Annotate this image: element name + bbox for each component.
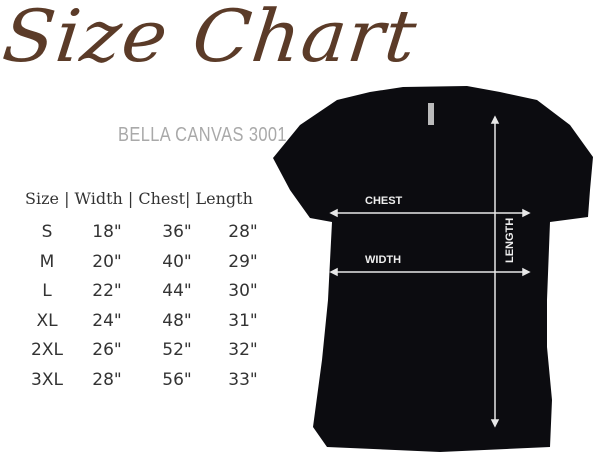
table-header: Size | Width | Chest| Length	[25, 189, 253, 208]
width-cell: 18"	[92, 222, 122, 242]
length-cell: 29"	[228, 251, 258, 272]
width-label: WIDTH	[365, 254, 401, 266]
size-cell: M	[39, 251, 55, 272]
width-cell: 20"	[92, 251, 122, 272]
table-row: XL 24" 48" 31"	[0, 311, 290, 335]
chest-cell: 48"	[162, 310, 192, 331]
table-row: L 22" 44" 30"	[0, 281, 290, 305]
width-cell: 24"	[92, 310, 122, 331]
width-cell: 22"	[92, 281, 122, 302]
table-row: 2XL 26" 52" 32"	[0, 340, 290, 364]
size-cell: XL	[36, 310, 58, 331]
subtitle: BELLA CANVAS 3001	[118, 124, 287, 146]
size-cell: S	[41, 222, 53, 242]
length-cell: 31"	[228, 310, 258, 331]
length-cell: 30"	[228, 281, 258, 302]
size-cell: 2XL	[31, 340, 63, 361]
size-cell: 3XL	[31, 370, 63, 390]
length-label: LENGTH	[504, 218, 516, 263]
table-row: 3XL 28" 56" 33"	[0, 370, 290, 394]
table-row: S 18" 36" 28"	[0, 222, 290, 246]
chest-cell: 56"	[162, 370, 192, 390]
size-cell: L	[42, 281, 52, 302]
chest-cell: 40"	[162, 251, 192, 272]
chest-label: CHEST	[365, 195, 403, 207]
length-cell: 28"	[228, 222, 258, 242]
width-cell: 26"	[92, 340, 122, 361]
table-row: M 20" 40" 29"	[0, 252, 290, 276]
chest-cell: 44"	[162, 281, 192, 302]
tshirt-image	[273, 86, 593, 452]
length-cell: 32"	[228, 340, 258, 361]
width-cell: 28"	[92, 370, 122, 390]
chest-cell: 36"	[162, 222, 192, 242]
neck-tag	[428, 103, 434, 125]
chest-cell: 52"	[162, 340, 192, 361]
length-cell: 33"	[228, 370, 258, 390]
